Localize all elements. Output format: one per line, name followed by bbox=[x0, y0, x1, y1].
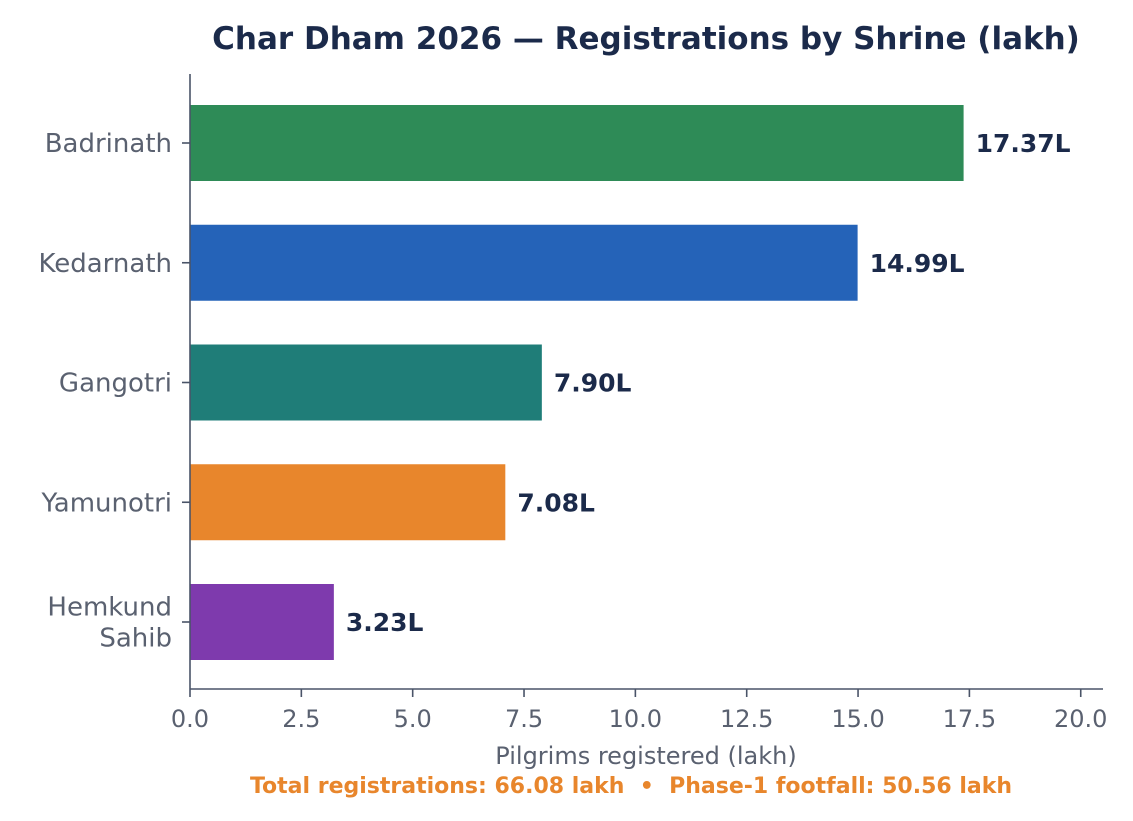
x-tick-label: 10.0 bbox=[609, 705, 662, 733]
value-label-hemkund-sahib: 3.23L bbox=[346, 608, 424, 637]
bar-gangotri bbox=[190, 344, 542, 421]
summary-footnote: Total registrations: 66.08 lakh • Phase-… bbox=[250, 774, 1012, 799]
x-tick-label: 7.5 bbox=[505, 705, 543, 733]
value-label-badrinath: 17.37L bbox=[976, 129, 1071, 158]
x-tick-label: 15.0 bbox=[831, 705, 884, 733]
x-tick-label: 5.0 bbox=[394, 705, 432, 733]
value-labels-layer: 17.37L 14.99L 7.90L 7.08L 3.23L bbox=[346, 129, 1071, 637]
category-label-yamunotri: Yamunotri bbox=[40, 488, 172, 518]
category-label-gangotri: Gangotri bbox=[59, 369, 172, 399]
x-axis-label: Pilgrims registered (lakh) bbox=[495, 742, 796, 770]
x-tick-label: 2.5 bbox=[282, 705, 320, 733]
bar-hemkund-sahib bbox=[190, 584, 334, 660]
category-label-kedarnath: Kedarnath bbox=[38, 249, 172, 279]
value-label-gangotri: 7.90L bbox=[554, 369, 632, 398]
value-label-yamunotri: 7.08L bbox=[517, 488, 595, 517]
bar-kedarnath bbox=[190, 224, 858, 301]
bar-badrinath bbox=[190, 105, 964, 181]
bars-layer bbox=[190, 105, 964, 660]
chart-title: Char Dham 2026 — Registrations by Shrine… bbox=[212, 21, 1080, 57]
x-tick-label: 17.5 bbox=[943, 705, 996, 733]
x-tick-label: 20.0 bbox=[1054, 705, 1107, 733]
category-label-badrinath: Badrinath bbox=[45, 129, 172, 159]
bar-yamunotri bbox=[190, 464, 506, 541]
x-tick-label: 0.0 bbox=[171, 705, 209, 733]
x-ticks-layer: 0.0 2.5 5.0 7.5 10.0 12.5 15.0 17.5 20.0 bbox=[171, 689, 1107, 733]
category-labels-layer: Badrinath Kedarnath Gangotri Yamunotri Hemku… bbox=[38, 129, 190, 654]
value-label-kedarnath: 14.99L bbox=[870, 249, 965, 278]
x-tick-label: 12.5 bbox=[720, 705, 773, 733]
category-label-hemkund-sahib: Hemkund Sahib bbox=[47, 593, 172, 654]
